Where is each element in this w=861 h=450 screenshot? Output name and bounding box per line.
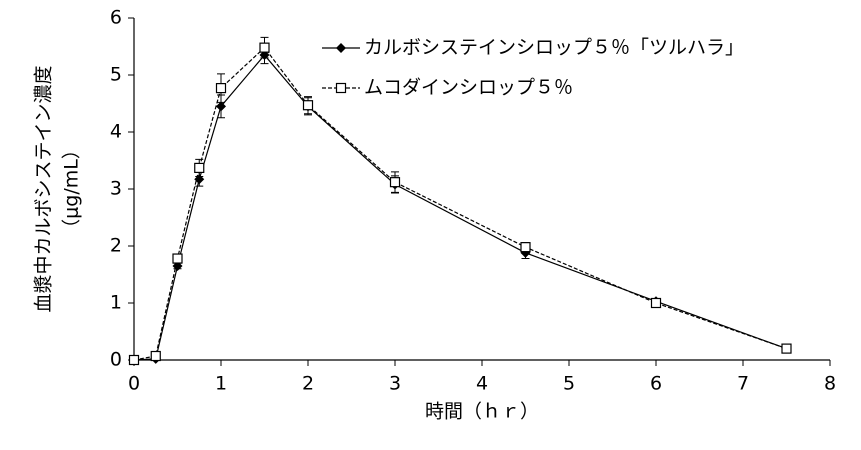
x-tick-label: 6 xyxy=(650,373,662,395)
x-tick-label: 7 xyxy=(737,373,749,395)
data-point xyxy=(781,343,792,354)
data-point xyxy=(389,177,401,188)
y-tick-label: 3 xyxy=(110,178,122,200)
x-tick-label: 8 xyxy=(824,373,836,395)
data-point xyxy=(302,100,314,111)
data-point xyxy=(650,297,662,309)
y-tick-label: 6 xyxy=(110,7,122,29)
legend-marker xyxy=(336,43,346,53)
data-point xyxy=(520,242,531,253)
x-tick-label: 2 xyxy=(302,373,314,395)
y-tick-label: 2 xyxy=(110,235,122,257)
y-axis-label: （μg/mL） xyxy=(61,140,83,238)
x-tick-label: 3 xyxy=(389,373,401,395)
y-tick-label: 1 xyxy=(110,292,122,314)
x-tick-label: 0 xyxy=(128,373,140,395)
x-tick-label: 5 xyxy=(563,373,575,395)
data-point xyxy=(128,354,140,366)
x-tick-label: 1 xyxy=(215,373,227,395)
data-point xyxy=(194,162,205,174)
y-axis-label: 血漿中カルボシステイン濃度 xyxy=(33,65,55,312)
data-point xyxy=(215,83,227,94)
data-point xyxy=(216,101,226,112)
y-tick-label: 0 xyxy=(110,349,122,371)
legend-label: ムコダインシロップ５％ xyxy=(364,77,573,99)
y-tick-label: 4 xyxy=(110,121,122,143)
y-tick-label: 5 xyxy=(110,64,122,86)
data-point xyxy=(172,253,183,264)
legend-marker xyxy=(335,82,347,94)
x-tick-label: 4 xyxy=(476,373,488,395)
legend-label: カルボシステインシロップ５％「ツルハラ」 xyxy=(364,37,744,59)
data-point xyxy=(150,350,161,362)
data-point xyxy=(259,42,270,53)
x-axis-label: 時間（ｈｒ） xyxy=(425,401,539,423)
